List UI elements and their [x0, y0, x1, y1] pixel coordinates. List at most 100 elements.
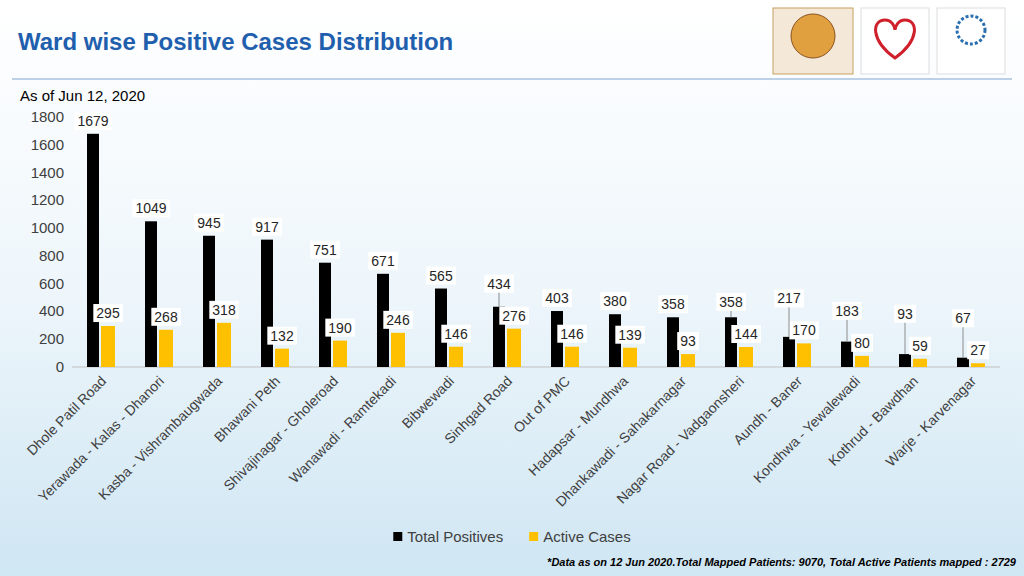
leader-line: [905, 323, 906, 354]
legend-swatch: [529, 532, 538, 541]
x-tick-label: Nagar Road - Vadgaonsheri: [613, 373, 747, 507]
data-label: 146: [560, 326, 584, 342]
logo-mark: [957, 16, 985, 44]
data-label: 93: [680, 333, 696, 349]
data-label-bg: [774, 289, 804, 307]
data-labels: 2951679268104931894513291719075124667114…: [74, 112, 989, 359]
bar: [681, 354, 695, 367]
data-label: 59: [912, 338, 928, 354]
bar: [391, 333, 405, 367]
data-label-bg: [967, 341, 989, 359]
data-label-bg: [952, 309, 974, 327]
bar: [507, 329, 521, 367]
leader-line: [731, 311, 732, 317]
legend-item: Active Cases: [529, 528, 631, 545]
logo: [937, 8, 1005, 74]
y-tick-label: 600: [39, 275, 64, 292]
data-label: 276: [502, 308, 526, 324]
bar: [913, 359, 927, 367]
leader-line: [963, 327, 964, 357]
data-label-bg: [383, 311, 413, 329]
bar: [797, 343, 811, 367]
data-label: 80: [854, 335, 870, 351]
bars: [87, 134, 985, 367]
data-label: 751: [313, 242, 337, 258]
x-tick-label: Bibwewadi: [398, 373, 457, 432]
y-tick-label: 0: [56, 358, 64, 375]
data-label-bg: [310, 241, 340, 259]
bar: [971, 363, 985, 367]
data-label-bg: [426, 267, 456, 285]
y-tick-label: 1400: [31, 164, 64, 181]
x-tick-label: Warje - Karvenagar: [882, 373, 979, 470]
bar: [855, 356, 869, 367]
bar: [87, 134, 99, 367]
legend: Total Positives Active Cases: [393, 528, 630, 545]
legend-item: Total Positives: [393, 528, 503, 545]
data-label: 217: [777, 290, 801, 306]
data-label: 246: [386, 312, 410, 328]
y-tick-label: 1200: [31, 191, 64, 208]
bar: [667, 317, 679, 367]
bar: [899, 354, 911, 367]
bar: [565, 347, 579, 367]
data-label-bg: [151, 308, 181, 326]
bar: [783, 337, 795, 367]
bar: [261, 240, 273, 367]
bar: [145, 221, 157, 367]
y-tick-label: 1000: [31, 219, 64, 236]
data-label-bg: [267, 327, 297, 345]
data-label-bg: [600, 292, 630, 310]
data-label: 295: [96, 305, 120, 321]
data-label-bg: [789, 321, 819, 339]
x-tick-label: Kasba - Vishrambaugwada: [95, 373, 225, 503]
data-label: 671: [371, 253, 395, 269]
data-label: 403: [545, 290, 569, 306]
data-label-bg: [851, 334, 873, 352]
data-label-bg: [484, 275, 514, 293]
leader-line: [789, 307, 790, 336]
y-tick-label: 200: [39, 330, 64, 347]
bar: [333, 341, 347, 367]
data-label-bg: [441, 325, 471, 343]
data-label: 139: [618, 327, 642, 343]
data-label: 565: [429, 268, 453, 284]
x-tick-label: Hadapsar - Mundhwa: [525, 373, 631, 479]
x-tick-label: Sinhgad Road: [441, 373, 515, 447]
footnote: *Data as on 12 Jun 2020.Total Mapped Pat…: [547, 556, 1017, 568]
data-label: 67: [955, 310, 971, 326]
data-label: 1049: [135, 200, 166, 216]
bar: [159, 330, 173, 367]
data-label-bg: [615, 326, 645, 344]
logo-mark: [876, 20, 915, 58]
data-label: 93: [897, 306, 913, 322]
legend-label: Active Cases: [543, 528, 631, 545]
bar: [739, 347, 753, 367]
x-tick-label: Kondhwa - Yewalewadi: [750, 373, 863, 486]
data-label: 945: [197, 215, 221, 231]
data-label-bg: [325, 319, 355, 337]
data-label-bg: [194, 214, 224, 232]
bar: [623, 348, 637, 367]
leader-line: [499, 293, 500, 307]
subtitle: As of Jun 12, 2020: [20, 87, 145, 104]
logos: [773, 8, 1005, 74]
data-label: 358: [719, 294, 743, 310]
data-label: 380: [603, 293, 627, 309]
data-label: 917: [255, 219, 279, 235]
data-label-bg: [499, 307, 529, 325]
title: Ward wise Positive Cases Distribution: [18, 28, 453, 55]
y-tick-label: 1600: [31, 136, 64, 153]
data-label: 1679: [77, 113, 108, 129]
data-label: 318: [212, 302, 236, 318]
data-label-bg: [368, 252, 398, 270]
bar: [957, 358, 969, 367]
data-label: 190: [328, 320, 352, 336]
data-label: 170: [792, 322, 816, 338]
legend-swatch: [393, 532, 402, 541]
data-label: 146: [444, 326, 468, 342]
data-label-bg: [909, 337, 931, 355]
data-label-bg: [677, 332, 699, 350]
data-label-bg: [731, 325, 761, 343]
data-label-bg: [832, 302, 862, 320]
